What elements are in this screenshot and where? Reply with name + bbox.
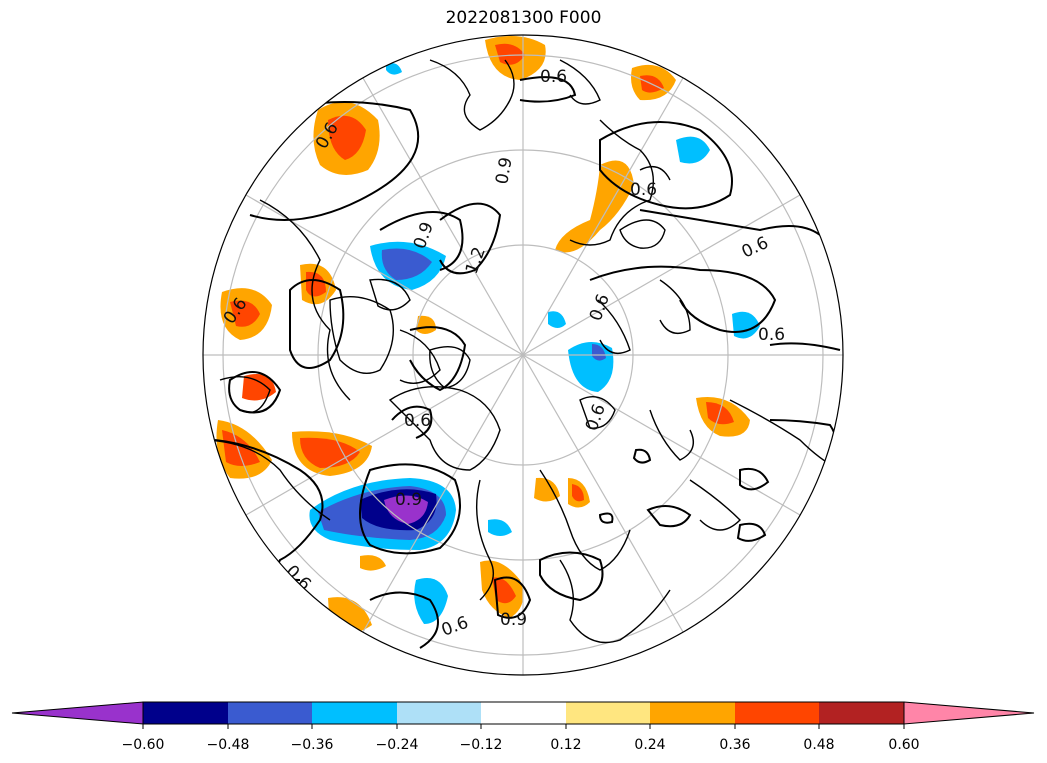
colorbar-swatch xyxy=(566,702,650,724)
colorbar-tick-label: 0.36 xyxy=(719,737,750,753)
colorbar-swatch xyxy=(228,702,312,724)
warm-anomaly-core xyxy=(572,484,584,502)
contour-label: 0.9 xyxy=(500,610,527,630)
colorbar-extend-low xyxy=(11,701,144,725)
colorbar-tick-label: −0.36 xyxy=(291,737,334,753)
contour-label: 0.6 xyxy=(758,325,785,345)
warm-anomaly-core xyxy=(222,430,260,466)
colorbar-extend-high xyxy=(903,701,1035,725)
warm-anomaly-core xyxy=(328,115,366,160)
cold-anomaly xyxy=(676,136,710,164)
colorbar-swatch xyxy=(650,702,735,724)
warm-anomaly-core xyxy=(495,43,525,65)
map-title: 2022081300 F000 xyxy=(445,8,602,28)
colorbar-swatch xyxy=(819,702,904,724)
colorbar-tick-label: −0.48 xyxy=(207,737,250,753)
warm-anomaly xyxy=(242,374,276,401)
colorbar-swatch xyxy=(735,702,819,724)
warm-anomaly-core xyxy=(230,300,260,327)
graticule xyxy=(203,35,843,675)
contour-label: 0.6 xyxy=(404,411,431,431)
contour-label: 0.9 xyxy=(395,490,422,510)
cold-anomaly xyxy=(386,63,402,75)
colorbar-swatch xyxy=(312,702,397,724)
warm-anomaly xyxy=(416,315,436,334)
warm-anomaly xyxy=(534,477,560,502)
cold-anomaly-peak xyxy=(384,495,428,524)
colorbar-tick-label: 0.48 xyxy=(803,737,834,753)
cold-anomaly xyxy=(488,519,512,536)
map-disk: 0.6 0.9 0.6 0.6 0.9 1.2 0.6 0.6 0.6 0.6 … xyxy=(203,35,843,675)
warm-anomaly-core xyxy=(492,577,516,604)
colorbar-ticks xyxy=(142,724,905,729)
colorbar-tick-label: 0.60 xyxy=(888,737,919,753)
cold-anomaly xyxy=(548,311,566,328)
warm-anomaly-core xyxy=(300,437,360,468)
colorbar-swatch xyxy=(143,702,228,724)
colorbar-tick-label: −0.24 xyxy=(376,737,419,753)
contour-label: 0.9 xyxy=(492,156,516,186)
colorbar-tick-label: 0.12 xyxy=(550,737,581,753)
colorbar: −0.60 −0.48 −0.36 −0.24 −0.12 0.12 0.24 … xyxy=(11,701,1035,753)
contour-label: 0.6 xyxy=(630,180,657,200)
map-boundary xyxy=(202,34,844,676)
colorbar-swatch xyxy=(397,702,481,724)
colorbar-tick-label: −0.12 xyxy=(460,737,503,753)
warm-anomaly xyxy=(360,555,386,571)
colorbar-tick-label: −0.60 xyxy=(122,737,165,753)
contour-label: 0.6 xyxy=(540,67,567,87)
colorbar-tick-label: 0.24 xyxy=(634,737,665,753)
colorbar-frame xyxy=(142,701,905,725)
cold-anomaly-core xyxy=(592,344,606,361)
warm-anomaly-core xyxy=(306,271,326,297)
colorbar-swatch xyxy=(481,702,566,724)
coastlines xyxy=(203,59,841,644)
cold-anomaly-core xyxy=(381,248,432,280)
